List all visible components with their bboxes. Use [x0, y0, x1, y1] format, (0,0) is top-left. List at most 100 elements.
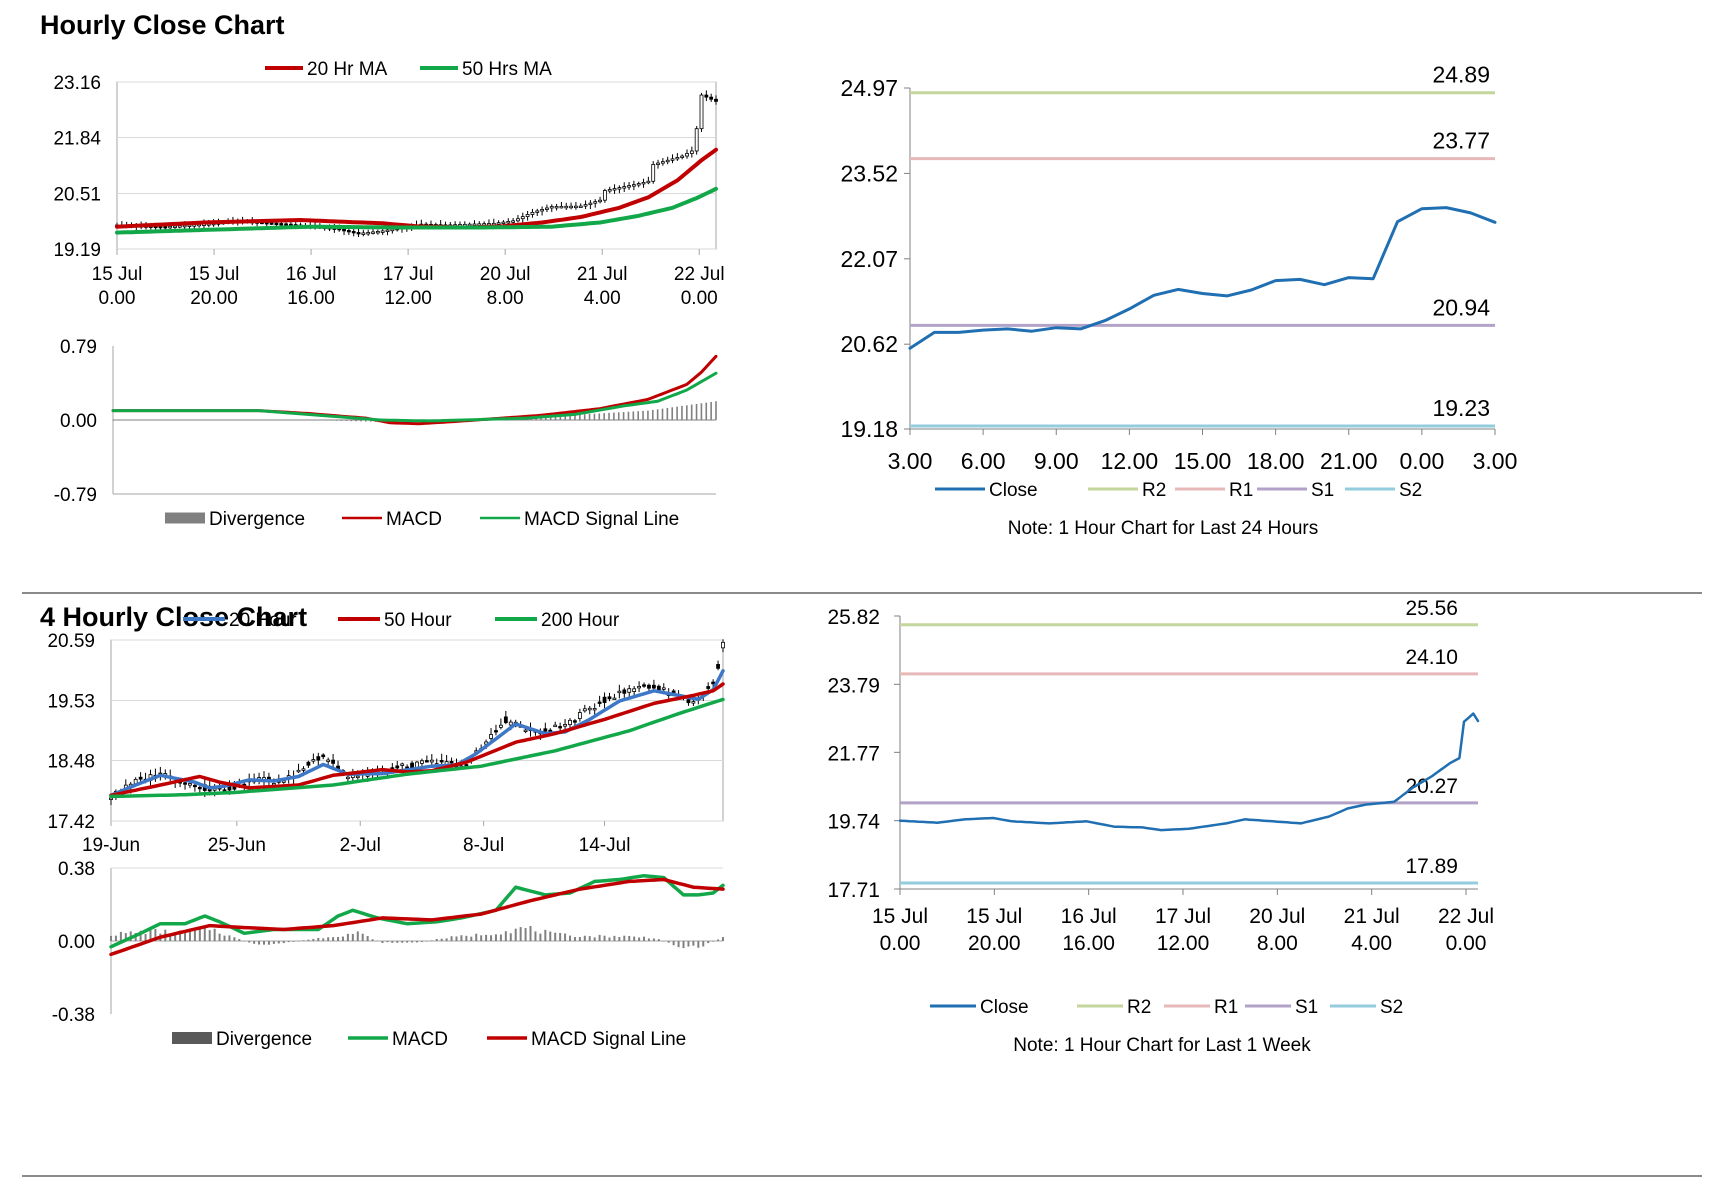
- divergence-bar: [233, 937, 236, 941]
- chart-note: Note: 1 Hour Chart for Last 24 Hours: [1008, 518, 1318, 539]
- x-tick-label: 4.00: [584, 288, 621, 309]
- level-label-s1: 20.27: [1405, 775, 1458, 798]
- candle-body: [183, 782, 187, 785]
- candle-body: [355, 775, 360, 779]
- candle-body: [274, 222, 279, 226]
- divergence-bar: [643, 936, 646, 941]
- divergence-bar: [470, 936, 473, 941]
- legend-s2: S2: [1399, 480, 1422, 501]
- divergence-bar: [411, 941, 414, 943]
- candle-body: [346, 230, 351, 233]
- divergence-bar: [391, 941, 394, 943]
- candle-body: [499, 724, 503, 728]
- candle-body: [516, 218, 520, 222]
- x-tick-label: 3.00: [1473, 448, 1518, 474]
- candle-body: [284, 223, 288, 226]
- candle-body: [545, 207, 549, 210]
- x-tick-label: 14-Jul: [579, 835, 631, 856]
- x-tick-label: 20 Jul: [1249, 905, 1305, 928]
- divergence-bar: [450, 936, 453, 941]
- divergence-bar: [722, 937, 724, 941]
- close-line: [898, 712, 1480, 832]
- divergence-bar: [311, 420, 314, 421]
- divergence-bar: [667, 941, 670, 943]
- divergence-bar: [692, 941, 695, 946]
- divergence-bar: [406, 941, 409, 943]
- divergence-bar: [341, 936, 344, 941]
- divergence-bar: [119, 931, 122, 941]
- divergence-bar: [376, 940, 379, 942]
- candle-body: [429, 759, 434, 763]
- x-tick-label: 0.00: [99, 288, 136, 309]
- legend-close: Close: [980, 997, 1029, 1018]
- divergence-bar: [705, 402, 708, 420]
- divergence-bar: [509, 933, 512, 941]
- candle-body: [525, 214, 530, 218]
- divergence-bar: [287, 941, 290, 943]
- x-tick-label: 3.00: [888, 448, 933, 474]
- y-tick-label: 21.84: [53, 129, 101, 150]
- candle-body: [689, 150, 694, 154]
- x-tick-label: 20.00: [968, 932, 1021, 955]
- x-tick-label: 15.00: [1174, 448, 1232, 474]
- divergence-bar: [248, 941, 251, 943]
- divergence-bar: [272, 941, 275, 944]
- y-tick-label: 20.62: [840, 331, 898, 357]
- divergence-bar: [146, 420, 148, 421]
- divergence-bar: [707, 941, 710, 944]
- y-tick-label: -0.79: [54, 485, 97, 506]
- divergence-bar: [598, 413, 601, 420]
- y-tick-label: 21.77: [827, 742, 880, 765]
- legend-r2: R2: [1142, 480, 1166, 501]
- candle-body: [661, 687, 666, 690]
- x-tick-label: 20 Jul: [480, 264, 531, 285]
- section-divider: [22, 592, 1702, 594]
- divergence-bar: [642, 410, 644, 420]
- divergence-bar: [623, 935, 626, 941]
- level-label-s2: 19.23: [1432, 395, 1490, 421]
- divergence-bar: [687, 941, 690, 947]
- legend-macd-signal: MACD Signal Line: [531, 1029, 686, 1050]
- divergence-bar: [360, 420, 362, 422]
- divergence-bar: [204, 420, 207, 421]
- x-tick-label: 17 Jul: [383, 264, 434, 285]
- divergence-bar: [539, 933, 542, 941]
- x-tick-label: 16.00: [287, 288, 335, 309]
- x-tick-label: 16 Jul: [1061, 905, 1117, 928]
- divergence-bar: [356, 931, 359, 941]
- divergence-bar: [155, 420, 158, 421]
- legend-20hr-ma: 20 Hr MA: [307, 59, 388, 80]
- x-tick-label: 20.00: [190, 288, 238, 309]
- divergence-bar: [131, 420, 134, 421]
- divergence-bar: [583, 414, 586, 420]
- legend-20-hour: 20 Hour: [229, 610, 297, 631]
- candle-body: [543, 728, 548, 732]
- legend-close: Close: [989, 480, 1038, 501]
- divergence-bar: [504, 931, 507, 941]
- y-tick-label: 19.19: [53, 240, 101, 261]
- candle-body: [193, 784, 197, 788]
- divergence-bar: [638, 937, 641, 941]
- divergence-bar: [666, 407, 669, 420]
- divergence-bar: [180, 420, 182, 421]
- candle-body: [138, 776, 143, 780]
- divergence-bar: [126, 420, 129, 421]
- divergence-bar: [480, 935, 483, 941]
- candle-body: [346, 776, 350, 780]
- candle-body: [496, 222, 501, 225]
- divergence-bar: [238, 420, 241, 421]
- candle-body: [602, 696, 607, 704]
- divergence-bar: [262, 420, 265, 421]
- candle-body: [709, 96, 714, 100]
- level-label-s1: 20.94: [1432, 294, 1490, 320]
- divergence-bar: [499, 934, 502, 941]
- candle-body: [612, 697, 617, 700]
- divergence-bar: [637, 411, 639, 420]
- legend-macd: MACD: [386, 509, 442, 530]
- candle-body: [665, 159, 670, 163]
- divergence-bar: [117, 420, 119, 421]
- level-label-r1: 24.10: [1405, 646, 1458, 669]
- candle-body: [361, 232, 366, 235]
- candle-body: [694, 128, 699, 152]
- divergence-bar: [632, 411, 635, 420]
